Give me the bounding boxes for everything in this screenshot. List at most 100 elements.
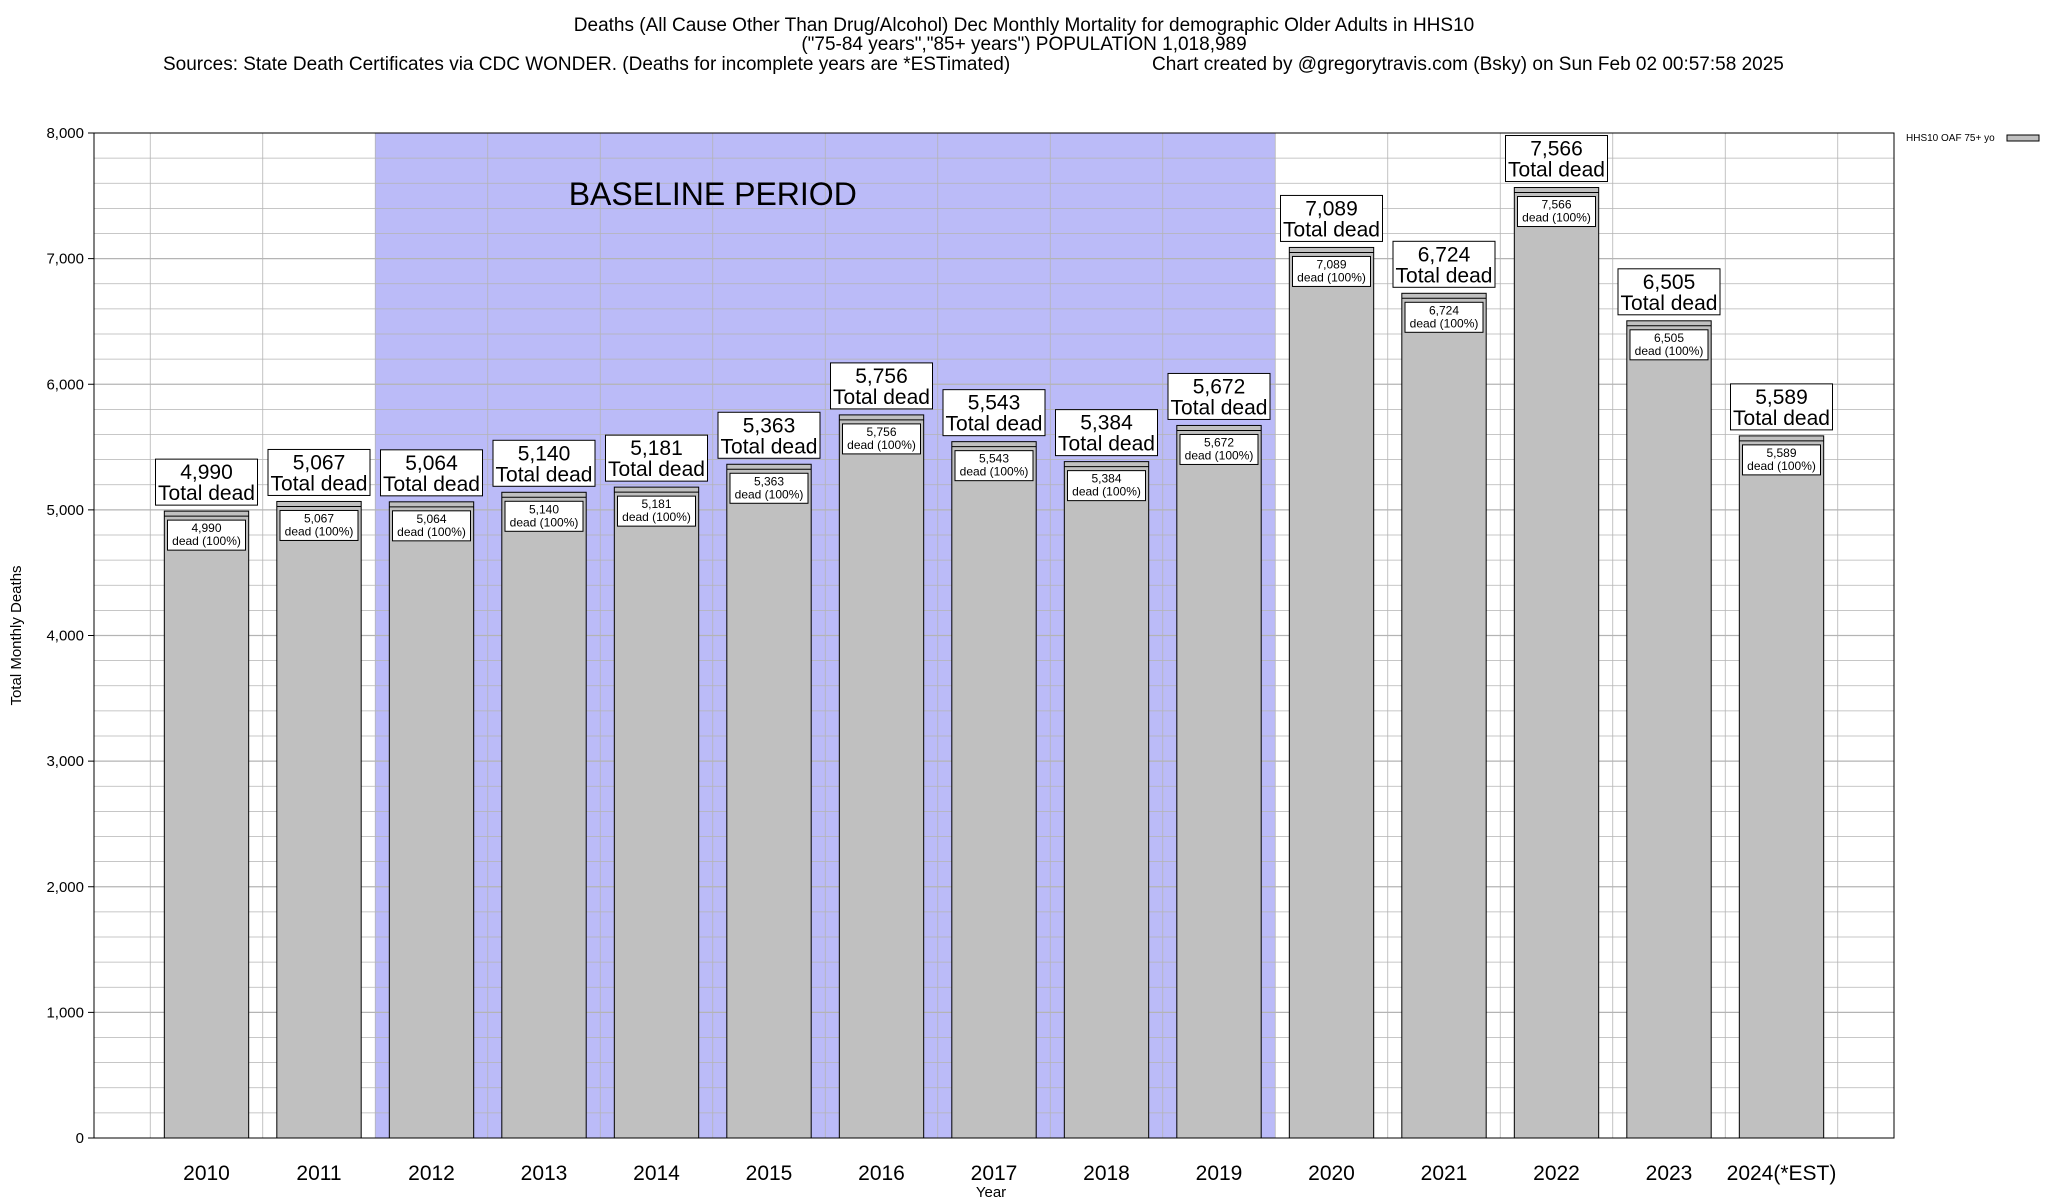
total-label-box xyxy=(942,389,1046,437)
bar-inner-value: 6,724 xyxy=(1429,303,1459,317)
bar-total-label: Total dead xyxy=(158,482,255,505)
x-tick-label: 2019 xyxy=(1196,1162,1243,1185)
y-tick-label: 1,000 xyxy=(46,1004,84,1021)
total-label-box xyxy=(492,439,596,487)
bar-total-label: Total dead xyxy=(833,386,930,409)
x-tick-label: 2018 xyxy=(1083,1162,1130,1185)
y-tick-label: 6,000 xyxy=(46,376,84,393)
x-tick-label: 2013 xyxy=(521,1162,568,1185)
x-tick-label: 2021 xyxy=(1421,1162,1468,1185)
bar-value-label: 5,672 xyxy=(1193,375,1246,398)
total-label-box xyxy=(605,434,708,482)
bar-inner-value: 5,589 xyxy=(1766,446,1796,460)
total-label-box xyxy=(717,411,821,459)
bar-value-label: 6,505 xyxy=(1643,271,1696,294)
bar-inner-percent: dead (100%) xyxy=(1072,485,1141,499)
x-tick-label: 2024(*EST) xyxy=(1727,1162,1837,1185)
x-tick-label: 2010 xyxy=(183,1162,230,1185)
bar-total-label: Total dead xyxy=(1283,218,1380,241)
bar-value-label: 4,990 xyxy=(180,461,233,484)
bar-value-label: 5,543 xyxy=(968,392,1021,415)
bar-value-label: 7,566 xyxy=(1530,138,1583,161)
y-tick-label: 5,000 xyxy=(46,502,84,519)
bar-inner-value: 5,140 xyxy=(529,502,559,516)
total-label-box xyxy=(1055,409,1158,457)
bar xyxy=(1401,292,1487,1139)
inner-label-box xyxy=(1404,301,1484,333)
bar-inner-value: 5,384 xyxy=(1091,472,1121,486)
total-label-box xyxy=(380,449,483,497)
x-tick-label: 2011 xyxy=(296,1162,341,1185)
bar xyxy=(613,486,700,1139)
bar xyxy=(1288,246,1375,1139)
bar-inner-value: 5,181 xyxy=(641,497,671,511)
chart-sources: Sources: State Death Certificates via CD… xyxy=(163,54,1010,75)
bar-inner-value: 5,067 xyxy=(304,511,334,525)
bars xyxy=(163,187,1825,1139)
inner-label-box xyxy=(842,423,921,455)
bar xyxy=(1738,435,1825,1139)
bar-total-label: Total dead xyxy=(1508,159,1605,182)
bar-total-label: Total dead xyxy=(1058,433,1155,456)
total-label-box xyxy=(1730,383,1833,431)
x-axis-label: Year xyxy=(976,1184,1006,1200)
bar-inner-percent: dead (100%) xyxy=(172,534,241,548)
bar-value-label: 5,140 xyxy=(518,442,571,465)
bar-total-label: Total dead xyxy=(1171,396,1268,419)
inner-label-box xyxy=(279,509,359,541)
total-label-box xyxy=(1392,240,1496,288)
total-label-box xyxy=(155,458,258,506)
bar-total-label: Total dead xyxy=(496,463,593,486)
inner-label-box xyxy=(1742,444,1821,476)
bar-value-label: 5,384 xyxy=(1080,412,1133,435)
bar-value-label: 5,589 xyxy=(1755,386,1808,409)
y-tick-label: 3,000 xyxy=(46,753,84,770)
inner-label-box xyxy=(1629,329,1709,361)
chart-title-line-2: ("75-84 years","85+ years") POPULATION 1… xyxy=(801,34,1246,55)
y-tick-label: 4,000 xyxy=(46,628,84,645)
x-tick-label: 2016 xyxy=(858,1162,905,1185)
x-tick-label: 2017 xyxy=(971,1162,1018,1185)
bar-inner-value: 5,756 xyxy=(866,425,896,439)
bar-value-label: 5,181 xyxy=(630,437,683,460)
bar-total-label: Total dead xyxy=(383,473,480,496)
bar-inner-percent: dead (100%) xyxy=(1747,459,1816,473)
bar-inner-value: 7,089 xyxy=(1316,257,1346,271)
y-tick-label: 7,000 xyxy=(46,251,84,268)
bar-inner-percent: dead (100%) xyxy=(1522,211,1591,225)
bar-inner-value: 5,543 xyxy=(979,452,1009,466)
inner-label-box xyxy=(1179,433,1259,465)
total-label-box xyxy=(830,362,933,410)
total-label-box xyxy=(267,448,371,496)
bar-inner-percent: dead (100%) xyxy=(510,515,579,529)
bar xyxy=(501,491,587,1139)
bar-inner-percent: dead (100%) xyxy=(960,465,1029,479)
bar-value-label: 5,363 xyxy=(743,414,796,437)
bar-inner-percent: dead (100%) xyxy=(622,510,691,524)
inner-label-box xyxy=(167,519,246,551)
legend: HHS10 OAF 75+ yo xyxy=(1906,133,2040,144)
bar-inner-percent: dead (100%) xyxy=(735,487,804,501)
bar-inner-percent: dead (100%) xyxy=(1410,316,1479,330)
bar-total-label: Total dead xyxy=(1396,264,1493,287)
x-tick-label: 2014 xyxy=(633,1162,680,1185)
legend-swatch xyxy=(2006,134,2040,142)
y-tick-label: 8,000 xyxy=(46,125,84,142)
chart-credit: Chart created by @gregorytravis.com (Bsk… xyxy=(1152,54,1784,75)
bar xyxy=(838,414,925,1139)
bar-inner-value: 5,064 xyxy=(416,512,446,526)
inner-label-box xyxy=(729,472,809,504)
bar-inner-value: 4,990 xyxy=(191,521,221,535)
inner-label-box xyxy=(392,510,471,542)
bar xyxy=(951,441,1037,1139)
chart-title-line-1: Deaths (All Cause Other Than Drug/Alcoho… xyxy=(574,15,1474,36)
total-label-box xyxy=(1280,194,1383,242)
bar-inner-value: 5,672 xyxy=(1204,435,1234,449)
baseline-period-label: BASELINE PERIOD xyxy=(569,176,857,212)
bar-inner-value: 6,505 xyxy=(1654,331,1684,345)
bar-inner-percent: dead (100%) xyxy=(285,524,354,538)
inner-label-box xyxy=(504,500,584,532)
bar-inner-percent: dead (100%) xyxy=(1635,344,1704,358)
